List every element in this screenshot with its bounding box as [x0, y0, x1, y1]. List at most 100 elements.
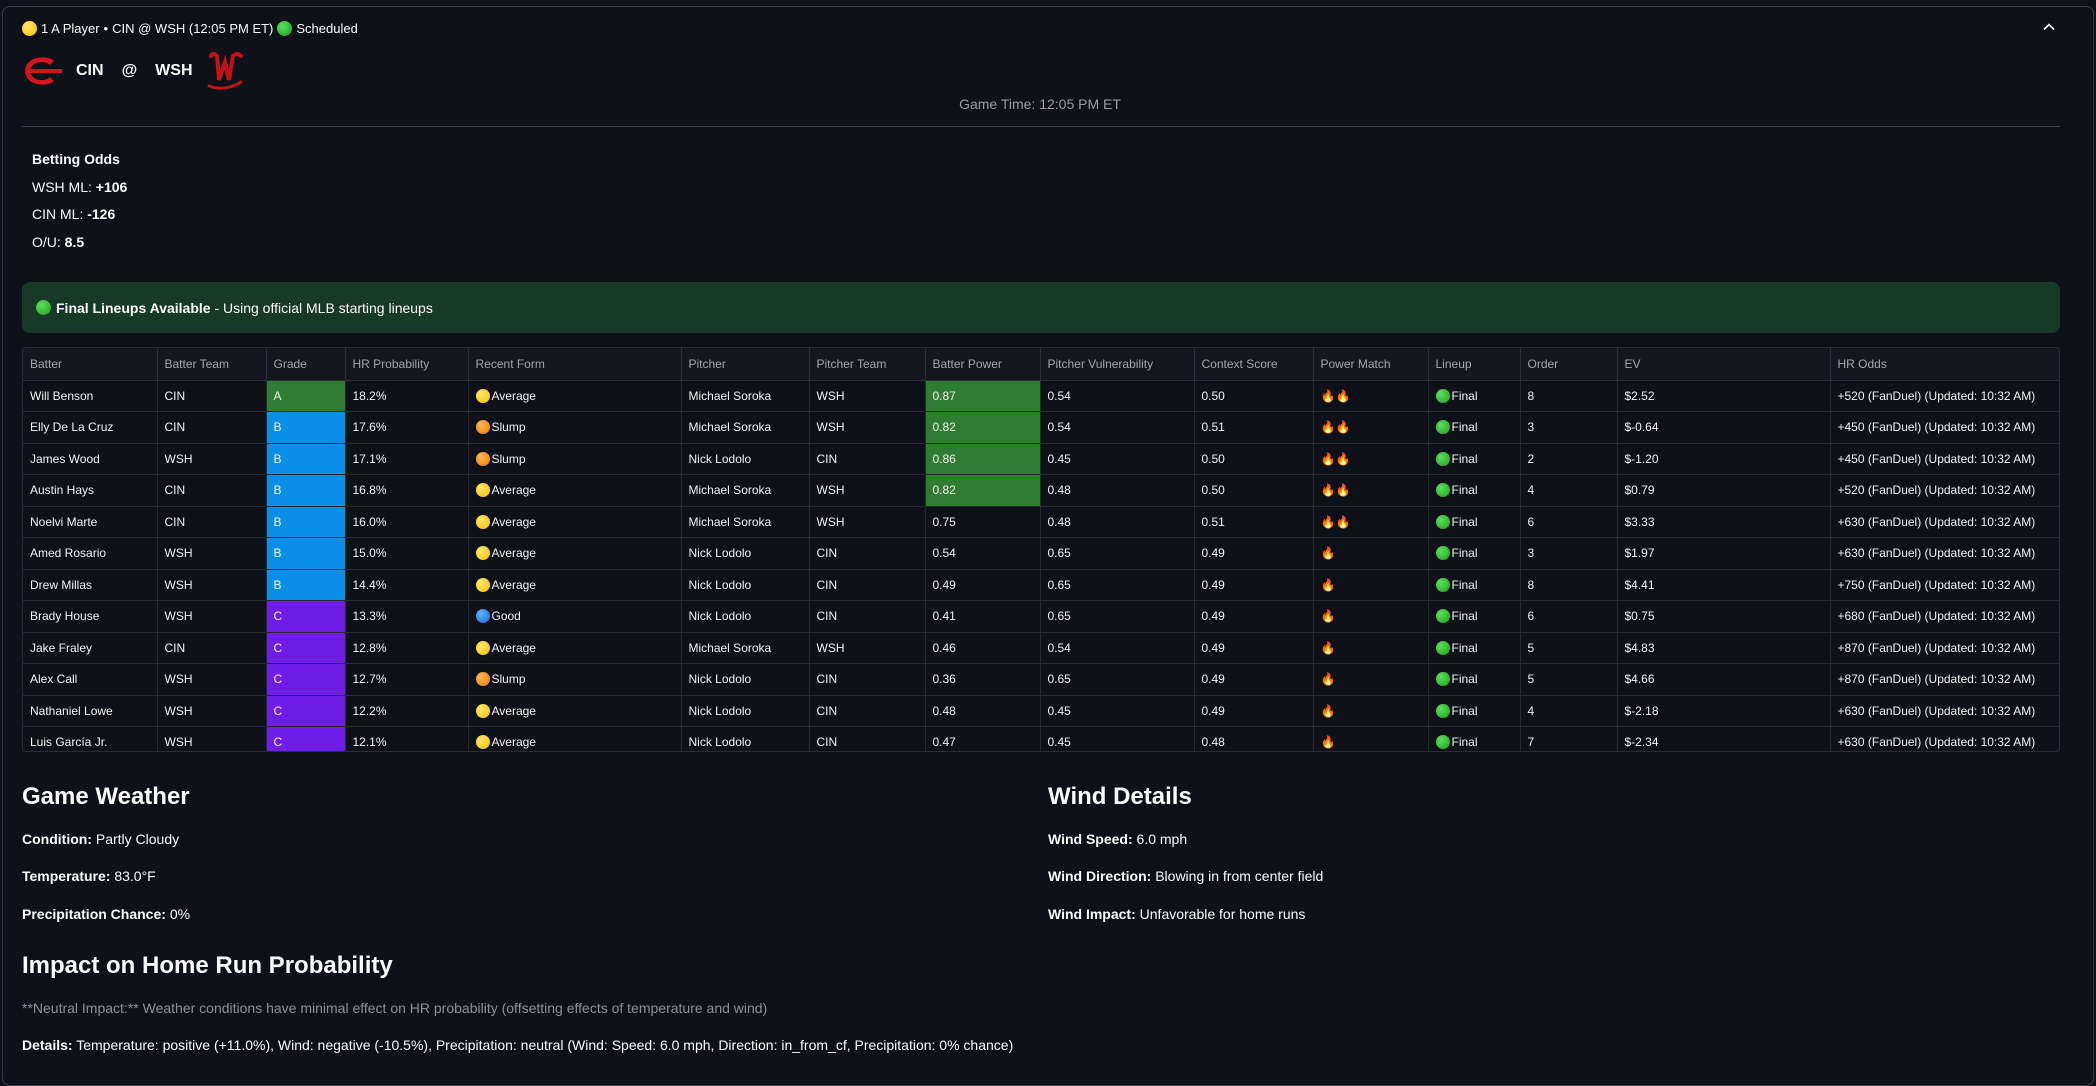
cin-ml-label: CIN ML:	[32, 206, 84, 222]
pitcher-team-cell: WSH	[809, 411, 926, 444]
table-row[interactable]: Drew Millas WSH B 14.4% Average Nick Lodolo CI…	[23, 569, 2059, 601]
table-row[interactable]: Austin Hays CIN B 16.8% Average Michael Sorok…	[23, 474, 2059, 507]
green-circle-icon	[1435, 703, 1450, 718]
lineup-label: Final	[1451, 609, 1478, 624]
table-row[interactable]: Luis García Jr. WSH C 12.1% Average Nick Lodo…	[23, 726, 2059, 751]
divider	[22, 126, 2060, 127]
pitcher-team-cell: WSH	[809, 474, 926, 507]
table-row[interactable]: Brady House WSH C 13.3% Good Nick Lodolo CIN 0.…	[23, 600, 2059, 633]
pitcher-cell: Nick Lodolo	[681, 600, 810, 633]
column-header[interactable]: Order	[1520, 348, 1618, 381]
green-circle-icon	[1435, 388, 1450, 403]
temperature-label: Temperature:	[22, 868, 111, 884]
table-row[interactable]: Amed Rosario WSH B 15.0% Average Nick Lodolo C…	[23, 537, 2059, 570]
recent-form-cell: Average	[468, 726, 682, 751]
condition-row: Condition: Partly Cloudy	[22, 831, 179, 847]
pitcher-team-cell: WSH	[809, 380, 926, 412]
table-row[interactable]: Elly De La Cruz CIN B 17.6% Slump Michael Sor…	[23, 411, 2059, 444]
grade-cell: C	[266, 663, 346, 696]
pitcher-cell: Michael Soroka	[681, 506, 810, 538]
hr-odds-cell: +450 (FanDuel) (Updated: 10:32 AM)	[1830, 443, 2059, 475]
hr-odds-cell: +870 (FanDuel) (Updated: 10:32 AM)	[1830, 663, 2059, 696]
lineup-alert-bold: Final Lineups Available	[56, 299, 211, 316]
column-header[interactable]: Pitcher Team	[809, 348, 926, 381]
recent-form-cell: Average	[468, 695, 682, 727]
context-score-cell: 0.50	[1194, 474, 1314, 507]
orange-circle-icon	[475, 420, 490, 435]
batter-cell: Austin Hays	[23, 474, 158, 507]
pitcher-vulnerability-cell: 0.54	[1040, 411, 1195, 444]
grade-cell: B	[266, 506, 346, 538]
hr-probability-cell: 17.6%	[345, 411, 469, 444]
pitcher-team-cell: CIN	[809, 443, 926, 475]
column-header[interactable]: Pitcher	[681, 348, 810, 381]
ev-cell: $2.52	[1617, 380, 1831, 412]
impact-details-label: Details:	[22, 1037, 73, 1053]
expander-header[interactable]: 1 A Player • CIN @ WSH (12:05 PM ET) Sch…	[22, 18, 358, 38]
order-cell: 3	[1520, 411, 1618, 444]
green-circle-icon	[1435, 640, 1450, 655]
lineup-cell: Final	[1428, 443, 1521, 475]
pitcher-vulnerability-cell: 0.45	[1040, 443, 1195, 475]
column-header[interactable]: Grade	[266, 348, 346, 381]
hr-table[interactable]: Batter Batter Team Grade HR Probability Rece…	[22, 347, 2060, 752]
batter-power-cell: 0.54	[925, 537, 1041, 570]
column-header[interactable]: HR Probability	[345, 348, 469, 381]
table-row[interactable]: Alex Call WSH C 12.7% Slump Nick Lodolo CIN 0.3…	[23, 663, 2059, 696]
wsh-ml-row: WSH ML: +106	[32, 174, 127, 202]
table-row[interactable]: Nathaniel Lowe WSH C 12.2% Average Nick Lodol…	[23, 695, 2059, 727]
yellow-circle-icon	[475, 483, 490, 498]
table-row[interactable]: Jake Fraley CIN C 12.8% Average Michael Sorok…	[23, 632, 2059, 664]
pitcher-team-cell: CIN	[809, 695, 926, 727]
lineup-label: Final	[1451, 640, 1478, 655]
power-match-cell: 🔥	[1313, 663, 1429, 696]
context-score-cell: 0.50	[1194, 443, 1314, 475]
batter-cell: Amed Rosario	[23, 537, 158, 570]
away-team-abbr: CIN	[76, 62, 104, 79]
batter-cell: James Wood	[23, 443, 158, 475]
column-header[interactable]: Batter	[23, 348, 158, 381]
column-header[interactable]: HR Odds	[1830, 348, 2059, 381]
ev-cell: $-0.64	[1617, 411, 1831, 444]
recent-form-cell: Average	[468, 380, 682, 412]
ev-cell: $4.66	[1617, 663, 1831, 696]
hr-probability-cell: 14.4%	[345, 569, 469, 601]
impact-details-value: Temperature: positive (+11.0%), Wind: ne…	[76, 1037, 1014, 1053]
batter-cell: Elly De La Cruz	[23, 411, 158, 444]
table-row[interactable]: James Wood WSH B 17.1% Slump Nick Lodolo CIN 0.…	[23, 443, 2059, 475]
yellow-circle-icon	[475, 546, 490, 561]
batter-cell: Alex Call	[23, 663, 158, 696]
power-match-cell: 🔥🔥	[1313, 411, 1429, 444]
column-header[interactable]: Power Match	[1313, 348, 1429, 381]
precipitation-row: Precipitation Chance: 0%	[22, 906, 190, 922]
ev-cell: $-2.18	[1617, 695, 1831, 727]
pitcher-vulnerability-cell: 0.65	[1040, 537, 1195, 570]
table-row[interactable]: Will Benson CIN A 18.2% Average Michael Sorok…	[23, 380, 2059, 412]
column-header[interactable]: Batter Team	[157, 348, 267, 381]
recent-form-label: Average	[491, 514, 536, 529]
column-header[interactable]: Pitcher Vulnerability	[1040, 348, 1195, 381]
pitcher-vulnerability-cell: 0.54	[1040, 380, 1195, 412]
temperature-row: Temperature: 83.0°F	[22, 868, 156, 884]
precipitation-label: Precipitation Chance:	[22, 906, 166, 922]
recent-form-cell: Average	[468, 474, 682, 507]
wind-direction-row: Wind Direction: Blowing in from center f…	[1048, 868, 1323, 884]
batter-power-cell: 0.47	[925, 726, 1041, 751]
column-header[interactable]: Lineup	[1428, 348, 1521, 381]
weather-title: Game Weather	[22, 783, 190, 810]
column-header[interactable]: Batter Power	[925, 348, 1041, 381]
column-header[interactable]: Context Score	[1194, 348, 1314, 381]
ev-cell: $-2.34	[1617, 726, 1831, 751]
player-count: 1 A Player	[41, 20, 100, 36]
hr-odds-cell: +680 (FanDuel) (Updated: 10:32 AM)	[1830, 600, 2059, 633]
condition-value: Partly Cloudy	[95, 831, 180, 847]
column-header[interactable]: Recent Form	[468, 348, 682, 381]
batter-power-cell: 0.82	[925, 474, 1041, 507]
table-row[interactable]: Noelvi Marte CIN B 16.0% Average Michael Soro…	[23, 506, 2059, 538]
precipitation-value: 0%	[169, 906, 191, 922]
lineup-label: Final	[1451, 672, 1478, 687]
order-cell: 5	[1520, 632, 1618, 664]
chevron-up-icon[interactable]	[2042, 20, 2056, 34]
pitcher-cell: Nick Lodolo	[681, 569, 810, 601]
column-header[interactable]: EV	[1617, 348, 1831, 381]
